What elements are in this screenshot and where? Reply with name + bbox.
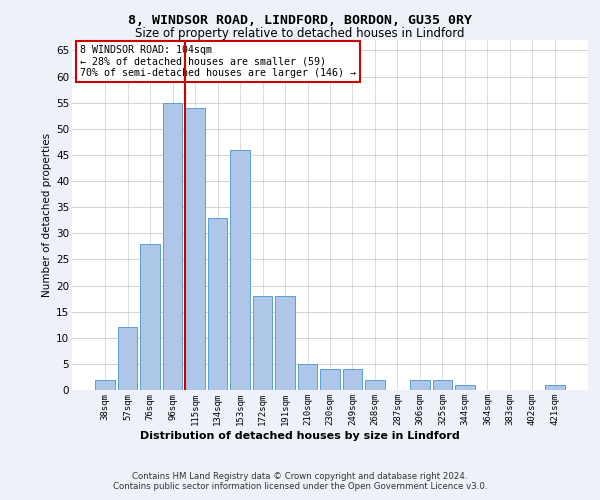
- Bar: [298, 364, 317, 390]
- Bar: [163, 102, 182, 390]
- Text: 8, WINDSOR ROAD, LINDFORD, BORDON, GU35 0RY: 8, WINDSOR ROAD, LINDFORD, BORDON, GU35 …: [128, 14, 472, 27]
- Bar: [320, 369, 340, 390]
- Bar: [455, 385, 475, 390]
- Bar: [343, 369, 362, 390]
- Text: Contains public sector information licensed under the Open Government Licence v3: Contains public sector information licen…: [113, 482, 487, 491]
- Y-axis label: Number of detached properties: Number of detached properties: [42, 133, 52, 297]
- Bar: [433, 380, 452, 390]
- Bar: [230, 150, 250, 390]
- Bar: [208, 218, 227, 390]
- Bar: [253, 296, 272, 390]
- Bar: [275, 296, 295, 390]
- Bar: [118, 328, 137, 390]
- Bar: [365, 380, 385, 390]
- Text: Size of property relative to detached houses in Lindford: Size of property relative to detached ho…: [135, 28, 465, 40]
- Bar: [410, 380, 430, 390]
- Bar: [185, 108, 205, 390]
- Bar: [140, 244, 160, 390]
- Bar: [95, 380, 115, 390]
- Text: Distribution of detached houses by size in Lindford: Distribution of detached houses by size …: [140, 431, 460, 441]
- Text: 8 WINDSOR ROAD: 104sqm
← 28% of detached houses are smaller (59)
70% of semi-det: 8 WINDSOR ROAD: 104sqm ← 28% of detached…: [80, 46, 356, 78]
- Text: Contains HM Land Registry data © Crown copyright and database right 2024.: Contains HM Land Registry data © Crown c…: [132, 472, 468, 481]
- Bar: [545, 385, 565, 390]
